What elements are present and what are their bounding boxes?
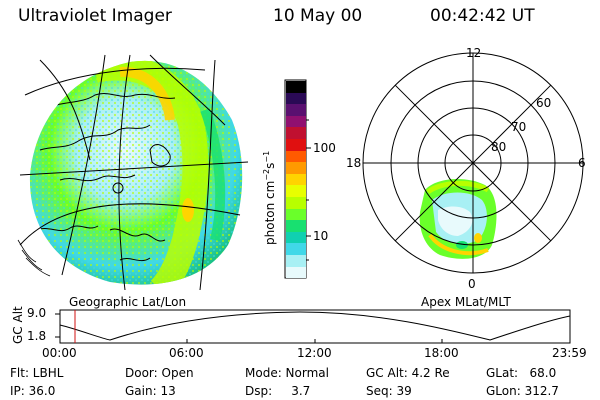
info-ip: IP: 36.0	[10, 384, 56, 398]
altitude-plot	[55, 309, 571, 344]
mlt-label-12: 12	[466, 46, 482, 60]
geographic-label: Geographic Lat/Lon	[69, 295, 187, 309]
altitude-xtick-0600: 06:00	[169, 346, 204, 360]
mlat-label-70: 70	[511, 120, 527, 134]
colorbar-swatch	[286, 243, 306, 255]
mlat-label-80: 80	[491, 140, 507, 154]
colorbar-unit-exp2: −1	[262, 150, 271, 163]
altitude-ytick-9: 9.0	[27, 306, 47, 320]
info-glat: GLat: 68.0	[486, 366, 557, 380]
colorbar-swatch	[286, 104, 306, 116]
altitude-xtick-0000: 00:00	[42, 346, 77, 360]
colorbar-swatch	[286, 138, 306, 151]
altitude-xtick-2359: 23:59	[552, 346, 587, 360]
info-gc-alt: GC Alt: 4.2 Re	[366, 366, 450, 380]
colorbar-swatch	[286, 196, 306, 209]
colorbar-swatch	[286, 115, 306, 128]
colorbar-gradient	[286, 81, 306, 279]
mlt-label-18: 18	[346, 156, 362, 170]
header-date: 10 May 00	[273, 6, 363, 26]
mlat-label-60: 60	[536, 96, 552, 110]
info-gain: Gain: 13	[125, 384, 176, 398]
info-mode: Mode: Normal	[245, 366, 329, 380]
geographic-image	[17, 54, 249, 291]
altitude-ytick-1-8: 1.8	[27, 329, 47, 343]
colorbar-unit-exp: −2	[262, 168, 271, 181]
info-glon: GLon: 312.7	[486, 384, 559, 398]
colorbar-swatch	[286, 266, 306, 279]
colorbar-swatch	[286, 254, 306, 267]
colorbar-swatch	[286, 162, 306, 174]
colorbar-swatch	[286, 150, 306, 163]
polar-label: Apex MLat/MLT	[421, 295, 511, 309]
colorbar-swatch	[286, 92, 306, 105]
polar-plot	[362, 52, 584, 274]
altitude-curve	[59, 311, 571, 341]
colorbar-tick-100: 100	[313, 141, 336, 155]
altitude-xtick-1200: 12:00	[297, 346, 332, 360]
colorbar-swatch	[286, 127, 306, 139]
info-door: Door: Open	[125, 366, 194, 380]
info-seq: Seq: 39	[366, 384, 412, 398]
colorbar-tick-10: 10	[313, 229, 329, 243]
header-time: 00:42:42 UT	[430, 6, 535, 26]
app-title: Ultraviolet Imager	[18, 6, 172, 26]
colorbar-unit-label: photon cm−2s−1	[262, 151, 277, 245]
mlt-label-6: 6	[578, 156, 586, 170]
colorbar-swatch	[286, 185, 306, 197]
colorbar-swatch	[286, 173, 306, 186]
altitude-xtick-1800: 18:00	[424, 346, 459, 360]
altitude-ylabel: GC Alt	[11, 306, 25, 344]
colorbar-swatch	[286, 220, 306, 232]
info-dsp: Dsp: 3.7	[245, 384, 311, 398]
colorbar-unit-mid: s	[263, 162, 277, 169]
colorbar-swatch	[286, 231, 306, 244]
colorbar-swatch	[286, 208, 306, 221]
mlt-label-0: 0	[468, 277, 476, 291]
colorbar-swatch	[286, 81, 306, 93]
info-flt: Flt: LBHL	[10, 366, 64, 380]
colorbar-unit-text: photon cm	[263, 180, 277, 245]
